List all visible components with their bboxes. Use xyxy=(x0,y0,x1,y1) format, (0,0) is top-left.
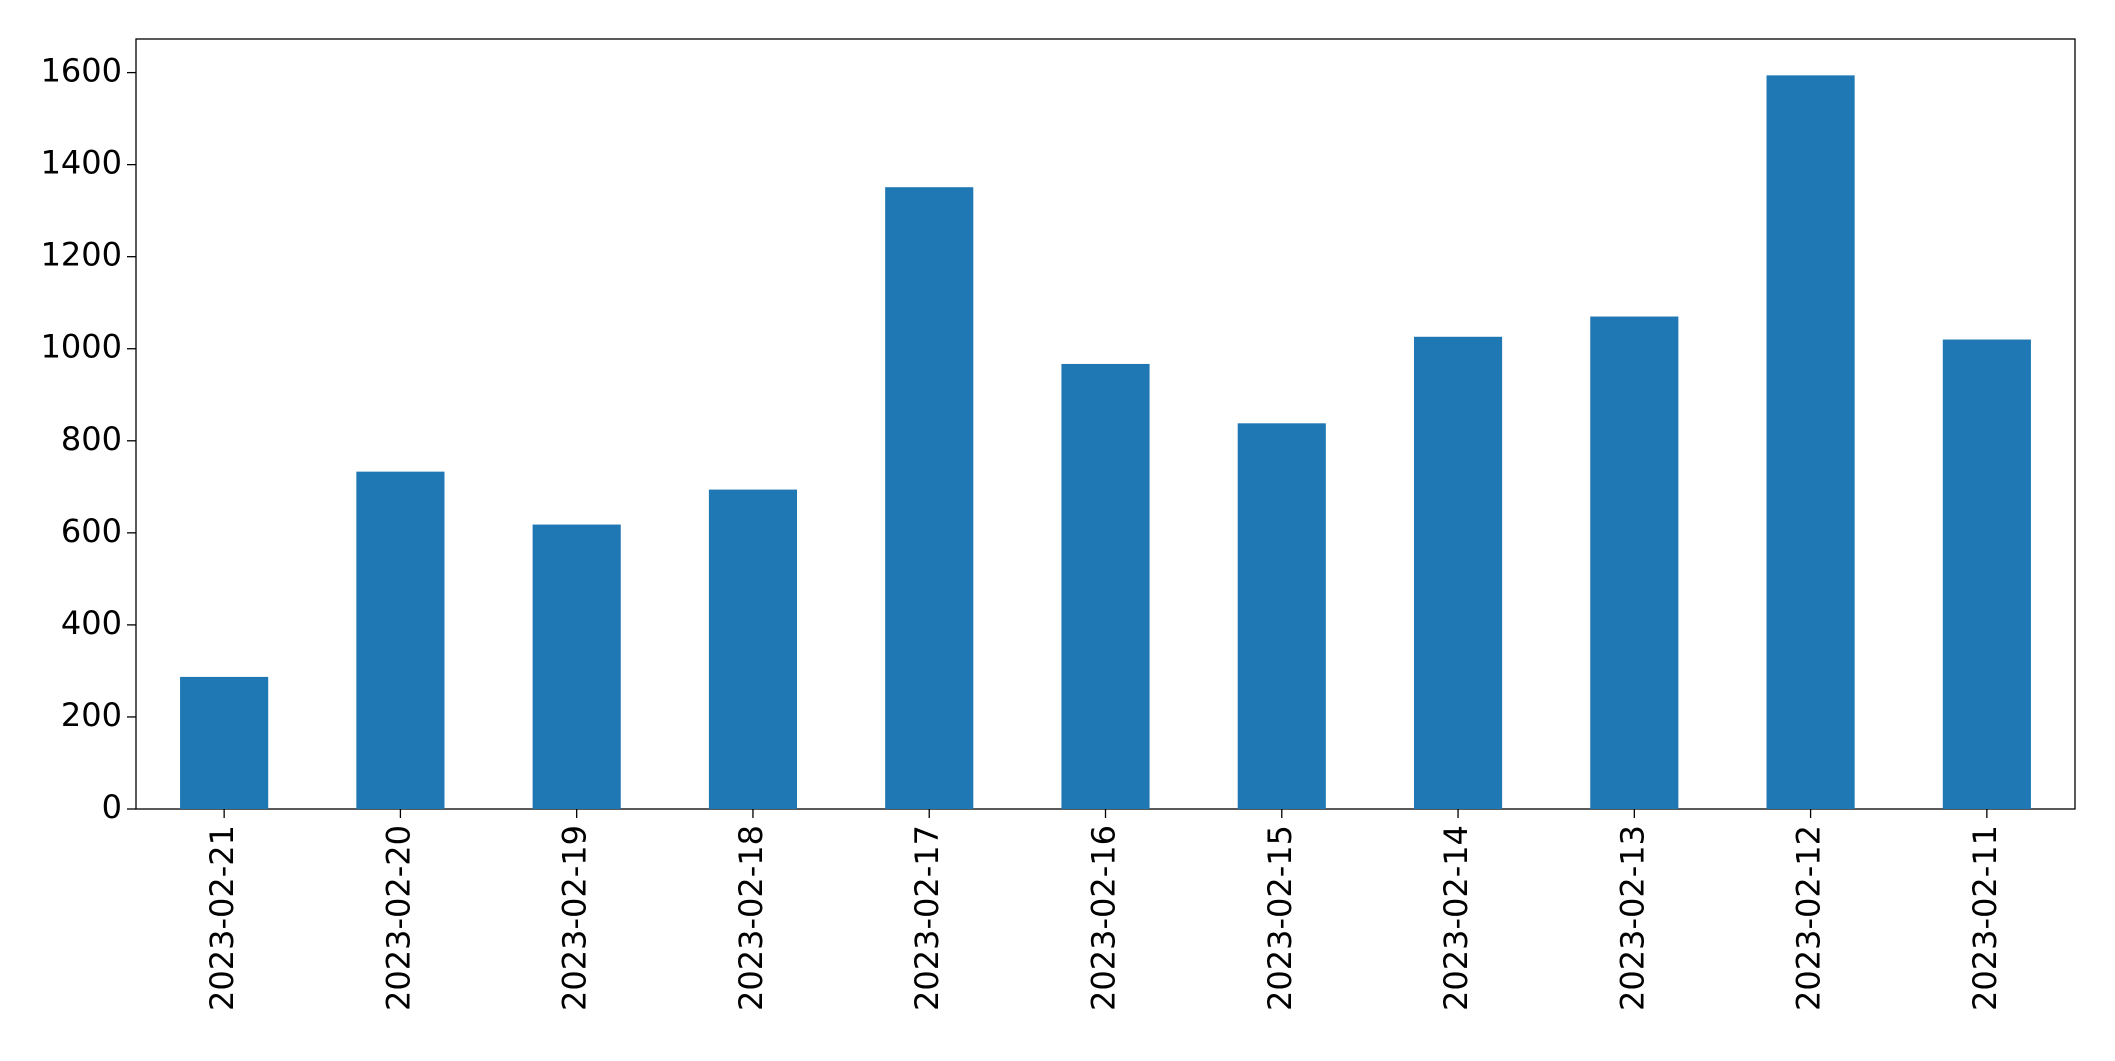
y-tick-label: 1600 xyxy=(41,52,122,90)
x-tick-label: 2023-02-12 xyxy=(1790,825,1828,1011)
bar xyxy=(1942,339,2031,809)
bar xyxy=(1413,336,1503,809)
y-tick-label: 0 xyxy=(102,788,122,826)
y-tick-label: 200 xyxy=(61,696,122,734)
bar xyxy=(708,489,798,809)
x-tick-label: 2023-02-15 xyxy=(1261,825,1299,1011)
bar xyxy=(532,524,621,809)
x-tick-label: 2023-02-20 xyxy=(379,825,417,1011)
x-tick-label: 2023-02-16 xyxy=(1085,825,1123,1011)
bar xyxy=(1061,363,1150,809)
y-tick-label: 400 xyxy=(61,604,122,642)
x-tick-label: 2023-02-13 xyxy=(1613,825,1651,1011)
x-tick-label: 2023-02-21 xyxy=(203,825,241,1011)
x-tick-label: 2023-02-18 xyxy=(732,825,770,1011)
x-tick-label: 2023-02-14 xyxy=(1437,825,1475,1011)
x-tick-label: 2023-02-11 xyxy=(1966,825,2004,1011)
bar xyxy=(885,187,974,810)
bar xyxy=(180,676,269,809)
bar xyxy=(356,471,445,809)
y-tick-label: 1000 xyxy=(41,328,122,366)
bar xyxy=(1590,316,1679,809)
x-tick-label: 2023-02-19 xyxy=(556,825,594,1011)
y-tick-label: 1200 xyxy=(41,236,122,274)
y-tick-label: 800 xyxy=(61,420,122,458)
y-tick-label: 1400 xyxy=(41,144,122,182)
x-tick-label: 2023-02-17 xyxy=(908,825,946,1011)
bar xyxy=(1237,423,1326,809)
bar xyxy=(1766,75,1855,809)
y-tick-label: 600 xyxy=(61,512,122,550)
